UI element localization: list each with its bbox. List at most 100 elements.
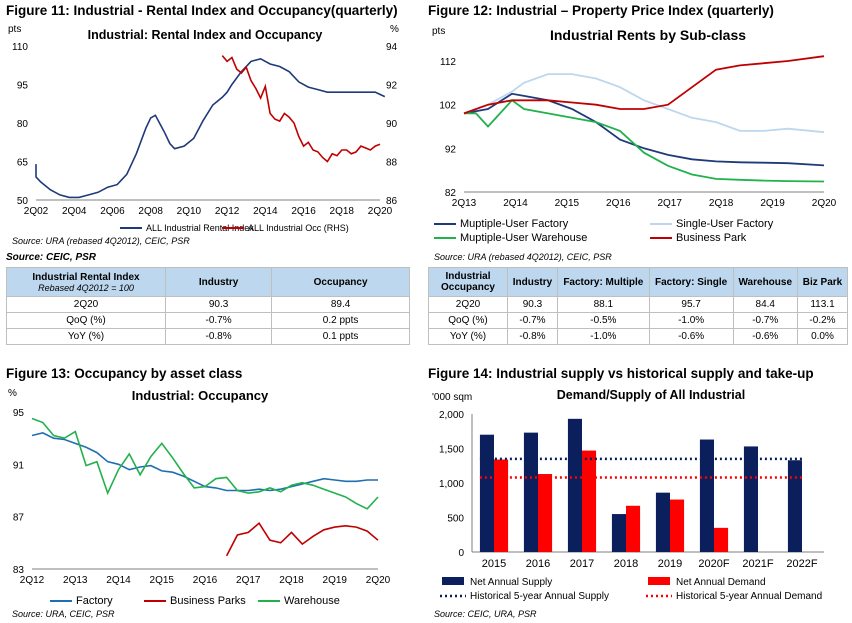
y-tick-label: 95 bbox=[17, 81, 29, 92]
x-tick-label: 2016 bbox=[526, 558, 550, 570]
bar bbox=[743, 446, 758, 552]
x-tick-label: 2Q16 bbox=[193, 575, 218, 586]
x-tick-label: 2018 bbox=[614, 558, 638, 570]
table-row: 2Q20 90.3 88.1 95.7 84.4 113.1 bbox=[428, 296, 849, 313]
y-axis-unit: % bbox=[8, 388, 17, 399]
bar bbox=[494, 459, 509, 552]
x-tick-label: 2Q13 bbox=[63, 575, 88, 586]
bar bbox=[714, 527, 729, 552]
x-tick-label: 2Q17 bbox=[657, 198, 682, 209]
legend-label: Net Annual Supply bbox=[470, 577, 552, 588]
y-tick-label: 92 bbox=[445, 144, 457, 155]
y-axis-unit: pts bbox=[432, 26, 445, 37]
x-tick-label: 2Q18 bbox=[709, 198, 734, 209]
y-right-tick-label: 92 bbox=[386, 81, 398, 92]
y-tick-label: 0 bbox=[458, 548, 464, 559]
series-line bbox=[35, 57, 386, 199]
y-tick-label: 82 bbox=[445, 188, 457, 199]
bar bbox=[582, 450, 597, 552]
series-line bbox=[31, 417, 379, 510]
legend-label: Business Parks bbox=[170, 595, 246, 607]
x-tick-label: 2Q18 bbox=[330, 206, 355, 217]
fig11-table-col: Industry bbox=[164, 267, 273, 297]
legend-swatch bbox=[648, 577, 670, 585]
x-tick-label: 2Q15 bbox=[150, 575, 175, 586]
table-row: 2Q20 90.3 89.4 bbox=[6, 296, 410, 313]
legend-label: Muptiple-User Factory bbox=[460, 218, 569, 230]
y-tick-label: 83 bbox=[13, 565, 25, 576]
chart-title: Industrial: Rental Index and Occupancy bbox=[88, 28, 323, 42]
table-row: YoY (%) -0.8% -1.0% -0.6% -0.6% 0.0% bbox=[428, 328, 849, 345]
legend-label: Single-User Factory bbox=[676, 218, 774, 230]
x-tick-label: 2Q18 bbox=[279, 575, 304, 586]
x-tick-label: 2Q13 bbox=[452, 198, 477, 209]
legend-label: Factory bbox=[76, 595, 113, 607]
series-line bbox=[463, 92, 825, 167]
x-tick-label: 2Q19 bbox=[760, 198, 785, 209]
fig11-table: Industrial Rental Index Rebased 4Q2012 = … bbox=[6, 267, 410, 345]
x-tick-label: 2Q02 bbox=[24, 206, 49, 217]
y-tick-label: 110 bbox=[12, 42, 28, 53]
legend-label: Historical 5-year Annual Demand bbox=[676, 591, 822, 602]
fig12-title: Figure 12: Industrial – Property Price I… bbox=[428, 3, 774, 18]
y-tick-label: 80 bbox=[17, 119, 29, 130]
y-tick-label: 2,000 bbox=[439, 410, 464, 421]
fig11-chart: Industrial: Rental Index and Occupancy pt… bbox=[8, 24, 399, 233]
chart-title: Industrial: Occupancy bbox=[132, 388, 269, 403]
series-line bbox=[463, 73, 825, 134]
x-tick-label: 2022F bbox=[786, 558, 817, 570]
table-row: QoQ (%) -0.7% -0.5% -1.0% -0.7% -0.2% bbox=[428, 312, 849, 329]
legend-swatch bbox=[442, 577, 464, 585]
x-tick-label: 2021F bbox=[742, 558, 773, 570]
fig11-table-corner: Industrial Rental Index Rebased 4Q2012 = … bbox=[6, 267, 166, 297]
chart-title: Demand/Supply of All Industrial bbox=[557, 388, 745, 402]
legend-label: Muptiple-User Warehouse bbox=[460, 232, 587, 244]
series-line bbox=[221, 55, 381, 163]
y-tick-label: 50 bbox=[17, 196, 29, 207]
y-tick-label: 1,500 bbox=[439, 445, 464, 456]
fig11-source2: Source: CEIC, PSR bbox=[6, 252, 97, 263]
x-tick-label: 2Q17 bbox=[236, 575, 261, 586]
legend-label: Historical 5-year Annual Supply bbox=[470, 591, 609, 602]
series-line bbox=[31, 432, 378, 492]
bar bbox=[670, 499, 685, 552]
x-tick-label: 2Q10 bbox=[177, 206, 202, 217]
bar bbox=[523, 432, 538, 552]
x-tick-label: 2Q06 bbox=[100, 206, 125, 217]
x-tick-label: 2Q19 bbox=[323, 575, 348, 586]
bar bbox=[626, 505, 641, 552]
bar bbox=[479, 434, 494, 552]
y-tick-label: 1,000 bbox=[439, 479, 464, 490]
x-tick-label: 2Q12 bbox=[215, 206, 240, 217]
fig13-source: Source: URA, CEIC, PSR bbox=[12, 609, 115, 619]
fig14-source: Source: CEIC, URA, PSR bbox=[434, 609, 537, 619]
x-tick-label: 2019 bbox=[658, 558, 682, 570]
fig14-title: Figure 14: Industrial supply vs historic… bbox=[428, 366, 814, 381]
y-tick-label: 102 bbox=[439, 101, 456, 112]
x-tick-label: 2020F bbox=[698, 558, 729, 570]
x-tick-label: 2Q08 bbox=[138, 206, 163, 217]
x-tick-label: 2Q14 bbox=[503, 198, 528, 209]
x-tick-label: 2Q20 bbox=[366, 575, 391, 586]
bar bbox=[655, 492, 670, 552]
bar bbox=[567, 418, 582, 552]
chart-title: Industrial Rents by Sub-class bbox=[550, 27, 746, 43]
x-tick-label: 2Q20 bbox=[368, 206, 393, 217]
table-row: YoY (%) -0.8% 0.1 ppts bbox=[6, 328, 410, 345]
x-tick-label: 2Q04 bbox=[62, 206, 87, 217]
fig12-table: Industrial Occupancy Industry Factory: M… bbox=[428, 267, 849, 345]
x-tick-label: 2Q20 bbox=[812, 198, 837, 209]
fig11-source: Source: URA (rebased 4Q2012), CEIC, PSR bbox=[12, 236, 190, 246]
y-tick-label: 95 bbox=[13, 408, 25, 419]
x-tick-label: 2Q12 bbox=[20, 575, 45, 586]
fig12-source: Source: URA (rebased 4Q2012), CEIC, PSR bbox=[434, 252, 612, 262]
y-axis-unit: '000 sqm bbox=[432, 392, 472, 403]
legend-label: ALL Industrial Occ (RHS) bbox=[248, 223, 349, 233]
y-axis-unit: pts bbox=[8, 24, 21, 35]
x-tick-label: 2Q16 bbox=[606, 198, 631, 209]
legend-label: Warehouse bbox=[284, 595, 340, 607]
fig11-title: Figure 11: Industrial - Rental Index and… bbox=[6, 3, 398, 18]
bar bbox=[699, 439, 714, 552]
y-tick-label: 500 bbox=[447, 514, 464, 525]
fig14-chart: Demand/Supply of All Industrial '000 sqm 0… bbox=[432, 388, 824, 602]
